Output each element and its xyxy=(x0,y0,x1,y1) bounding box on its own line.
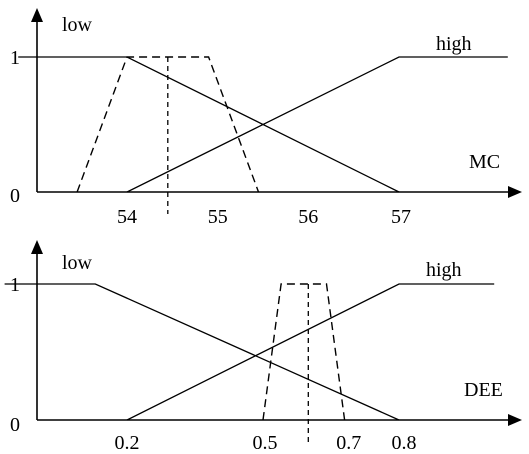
mc-y-tick-1: 1 xyxy=(10,47,20,69)
mc-panel: 1 0 low high MC 54 55 56 57 xyxy=(10,8,522,228)
dee-x-tick-0.8: 0.8 xyxy=(392,432,417,454)
mc-y-tick-0: 0 xyxy=(10,185,20,207)
dee-x-tick-0.2: 0.2 xyxy=(115,432,140,454)
dee-y-tick-0: 0 xyxy=(10,414,20,436)
mc-x-tick-57: 57 xyxy=(391,206,411,228)
dee-low-membership-line xyxy=(4,283,400,421)
dee-high-label: high xyxy=(426,259,462,281)
dee-y-tick-1: 1 xyxy=(10,274,20,296)
mc-low-membership-line xyxy=(18,56,400,193)
mc-x-tick-55: 55 xyxy=(208,206,228,228)
mc-x-tick-56: 56 xyxy=(298,206,318,228)
mc-high-label: high xyxy=(436,33,472,55)
dee-high-membership-line xyxy=(126,283,495,421)
mc-variable-label: MC xyxy=(469,151,500,173)
mc-x-tick-54: 54 xyxy=(117,206,137,228)
mc-y-axis-arrowhead xyxy=(31,8,43,22)
dee-variable-label: DEE xyxy=(464,379,503,401)
dee-x-tick-0.7: 0.7 xyxy=(336,432,361,454)
dee-x-tick-0.5: 0.5 xyxy=(253,432,278,454)
dee-low-label: low xyxy=(62,252,93,274)
dee-y-axis-arrowhead xyxy=(31,240,43,254)
dee-panel: 1 0 low high DEE 0.2 0.5 0.7 0.8 xyxy=(4,240,522,454)
dee-x-axis-arrowhead xyxy=(508,414,522,426)
dee-input-membership-trapezoid xyxy=(262,283,346,421)
mc-low-label: low xyxy=(62,14,93,36)
mc-x-axis-arrowhead xyxy=(508,186,522,198)
mc-high-membership-line xyxy=(126,56,508,193)
